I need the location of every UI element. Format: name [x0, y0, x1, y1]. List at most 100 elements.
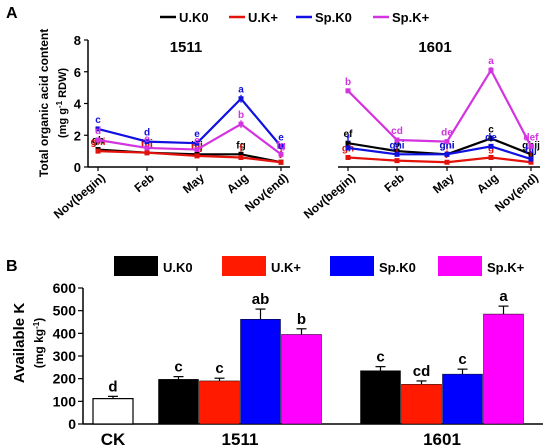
panel-a-1601-point-u-k-2 [444, 159, 450, 165]
legend-b-spkzero-swatch [330, 256, 374, 276]
panel-b-ytick-label-0: 0 [68, 416, 76, 432]
legend-b-spkplus-swatch [438, 256, 482, 276]
panel-b-ytick-label-600: 600 [53, 280, 77, 296]
panel-a-1601-letter-sp-k-4: def [524, 132, 540, 143]
panel-a-ytick-label-8: 8 [74, 33, 81, 48]
legend-a-spkzero-label: Sp.K0 [315, 10, 352, 25]
panel-a-1601-letter-u-k-3: g [488, 143, 494, 154]
panel-a-1511-letter-sp-k0-2: e [194, 129, 200, 140]
panel-a-1511-line-sp-k0 [97, 97, 282, 148]
panel-a-1511-letter-u-k0-3: fg [236, 140, 245, 151]
panel-b-bar-1511-sp-k0 [240, 319, 281, 425]
panel-a-1511-point-sp-k0-0 [95, 126, 101, 132]
panel-b-ytick-label-500: 500 [53, 303, 77, 319]
panel-a-1511-point-u-k-4 [278, 159, 284, 165]
panel-a-1601-letter-sp-k0-3: de [485, 132, 497, 143]
panel-b-bar-1511-u-k0 [158, 379, 199, 425]
panel-a-1511-letter-sp-k0-4: e [278, 132, 284, 143]
legend-a-spkplus-label: Sp.K+ [392, 10, 430, 25]
panel-a-1601-point-u-k0-3 [488, 135, 494, 141]
panel-a-1601-xtick-label-may: May [430, 170, 457, 196]
panel-a-1601-letter-sp-k0-0: f [346, 134, 350, 145]
panel-a-1511-letter-u-k-1: hij [141, 139, 153, 150]
panel-b-letter-1511-u-k0: c [174, 359, 182, 376]
panel-a-1511-letter-sp-k-2: e [194, 136, 200, 147]
panel-a-1511-point-sp-k0-3 [238, 96, 244, 102]
panel-b-letter-ck-ck: d [108, 378, 117, 395]
panel-a-1601-letter-u-k0-3: c [488, 124, 494, 135]
panel-a-1511-letter-sp-k0-3: a [238, 85, 244, 96]
legend-b: U.K0 U.K+ Sp.K0 Sp.K+ [114, 256, 525, 276]
panel-a-1601-point-sp-k0-0 [345, 145, 351, 151]
panel-a-1601-letter-sp-k-3: a [488, 56, 494, 67]
panel-a-ytick-label-4: 4 [74, 97, 82, 112]
legend-b-spkzero-label: Sp.K0 [379, 260, 416, 275]
panel-a-1601-letter-sp-k-2: de [441, 128, 453, 139]
panel-a-1511-letter-sp-k-4: fg [276, 140, 285, 151]
panel-b-bar-1511-u-k [199, 380, 240, 425]
panel-a-1601-point-sp-k-4 [528, 143, 534, 149]
panel-a-1511-xtick-label-aug: Aug [224, 171, 251, 197]
panel-b-group-label-ck: CK [101, 430, 126, 448]
legend-b-ukplus-label: U.K+ [271, 260, 301, 275]
panel-a-1601-title: 1601 [418, 39, 451, 56]
panel-a-1511-point-u-k-1 [144, 150, 150, 156]
panel-a-1601-point-u-k-4 [528, 159, 534, 165]
legend-a-ukplus-label: U.K+ [248, 10, 278, 25]
panel-a-1601-xtick-label-feb: Feb [382, 171, 407, 195]
panel-a-1511-point-sp-k-4 [278, 151, 284, 157]
panel-b-group-label-1511: 1511 [222, 430, 259, 448]
panel-a-1601-xtick-label-nov-end: Nov(end) [492, 171, 541, 215]
panel-a-1601-xtick-label-nov-begin: Nov(begin) [301, 171, 358, 222]
panel-a-1601-letter-sp-k-0: b [345, 77, 351, 88]
panel-b-plot: 0 100 200 300 400 500 600 d CK c c ab b 1511 c cd c a 1601 [53, 280, 543, 448]
panel-a-1601-line-u-k [347, 156, 532, 164]
panel-a-1511-point-sp-k-3 [238, 121, 244, 127]
panel-a-ylabel-line1: Total organic acid content [37, 29, 51, 177]
panel-a-1601-point-sp-k-2 [444, 139, 450, 145]
legend-a-ukzero-label: U.K0 [179, 10, 209, 25]
panel-a-1511-letter-sp-k0-0: c [95, 115, 101, 126]
panel-a-1601-letter-sp-k0-4: hij [525, 145, 537, 156]
panel-a-1511-letter-u-k-0: ghi [91, 137, 106, 148]
panel-a-1601-letter-u-k0-1: g [394, 137, 400, 148]
panel-a-1601-point-u-k0-4 [528, 151, 534, 157]
panel-a-1511-xtick-label-nov-begin: Nov(begin) [51, 171, 108, 222]
panel-a-1511-letter-sp-k-1: e [144, 134, 150, 145]
panel-a-1511-point-u-k0-3 [238, 151, 244, 157]
panel-a-1601-point-sp-k-3 [488, 67, 494, 73]
panel-a-1511-xtick-label-may: May [180, 170, 207, 196]
panel-b-letter-1511-u-k: c [215, 360, 223, 377]
panel-a-1511-line-sp-k [97, 122, 282, 156]
panel-a-1511-letter-u-k0-2: hij [191, 140, 203, 151]
panel-a-1511-point-sp-k0-1 [144, 139, 150, 145]
legend-a: U.K0 U.K+ Sp.K0 Sp.K+ [160, 10, 430, 25]
panel-a-1511-point-u-k-0 [95, 148, 101, 154]
panel-b-ytick-label-300: 300 [53, 348, 77, 364]
panel-a-ylabel-line2: (mg g-1 RDW) [55, 68, 70, 138]
panel-b-ytick-label-100: 100 [53, 393, 77, 409]
panel-a-1601-point-u-k0-0 [345, 140, 351, 146]
panel-b-letter-1601-sp-k: a [499, 288, 508, 305]
panel-b-yunit: (mg kg-1) [32, 318, 47, 368]
panel-b-bar-1601-sp-k [483, 313, 524, 425]
panel-a-1601-point-u-k-1 [394, 158, 400, 164]
panel-a-1601-point-u-k0-1 [394, 148, 400, 154]
panel-a-1511-xtick-label-feb: Feb [132, 171, 157, 195]
legend-b-ukplus-swatch [222, 256, 266, 276]
panel-a-1601-letter-u-k0-0: ef [344, 129, 354, 140]
panel-a-ytick-label-2: 2 [74, 128, 81, 143]
panel-a-ytick-label-0: 0 [74, 160, 81, 175]
panel-a-1511-point-sp-k-1 [144, 145, 150, 151]
panel-a-1601-point-sp-k0-2 [444, 151, 450, 157]
panel-a-1601-point-sp-k0-3 [488, 143, 494, 149]
panel-b-letter-1511-sp-k0: ab [252, 291, 270, 308]
panel-b-group-label-1601: 1601 [423, 430, 461, 448]
panel-a-1511-point-sp-k0-2 [194, 140, 200, 146]
legend-b-ukzero-swatch [114, 256, 158, 276]
panel-a-label: A [6, 5, 18, 22]
legend-b-spkplus-label: Sp.K+ [487, 260, 525, 275]
panel-a-1511-point-u-k-2 [194, 153, 200, 159]
